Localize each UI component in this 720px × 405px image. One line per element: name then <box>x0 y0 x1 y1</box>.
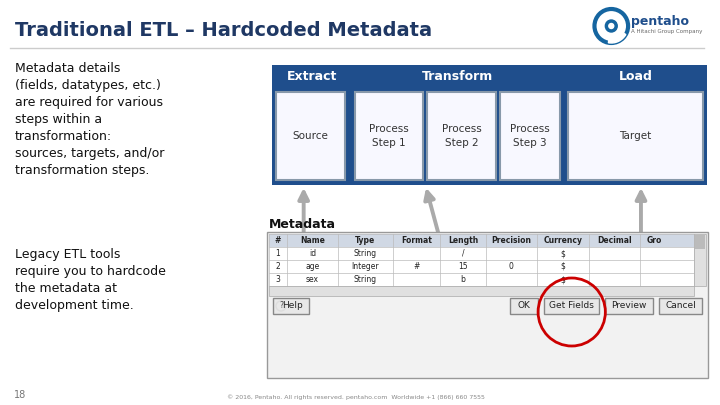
Text: Format: Format <box>401 236 432 245</box>
Bar <box>269 273 694 286</box>
Text: Legacy ETL tools: Legacy ETL tools <box>15 248 120 261</box>
Circle shape <box>609 23 613 28</box>
Bar <box>273 298 309 314</box>
Text: Target: Target <box>619 131 652 141</box>
Text: $: $ <box>560 262 565 271</box>
Text: Integer: Integer <box>351 262 379 271</box>
Text: development time.: development time. <box>15 299 134 312</box>
Text: b: b <box>461 275 465 284</box>
Text: Preview: Preview <box>611 301 647 311</box>
Text: Help: Help <box>282 301 303 311</box>
Wedge shape <box>608 32 626 43</box>
Bar <box>696 235 706 249</box>
Text: are required for various: are required for various <box>15 96 163 109</box>
Text: Gro: Gro <box>646 236 662 245</box>
Bar <box>269 234 694 247</box>
Text: Currency: Currency <box>544 236 582 245</box>
Text: 2: 2 <box>276 262 280 271</box>
Text: Precision: Precision <box>491 236 531 245</box>
Text: Process
Step 3: Process Step 3 <box>510 124 549 147</box>
Bar <box>544 298 600 314</box>
Text: String: String <box>354 249 377 258</box>
Bar <box>276 92 345 180</box>
Text: sources, targets, and/or: sources, targets, and/or <box>15 147 164 160</box>
Bar <box>500 92 560 180</box>
Text: Transform: Transform <box>422 70 493 83</box>
Text: $: $ <box>560 275 565 284</box>
Text: Metadata details: Metadata details <box>15 62 120 75</box>
Text: String: String <box>354 275 377 284</box>
Text: /: / <box>462 249 464 258</box>
Text: transformation steps.: transformation steps. <box>15 164 149 177</box>
Text: Process
Step 1: Process Step 1 <box>369 124 409 147</box>
Bar <box>606 298 653 314</box>
Text: the metadata at: the metadata at <box>15 282 117 295</box>
Bar <box>272 65 707 185</box>
Text: Traditional ETL – Hardcoded Metadata: Traditional ETL – Hardcoded Metadata <box>15 21 432 40</box>
Text: age: age <box>305 262 320 271</box>
Text: OK: OK <box>518 301 531 311</box>
Text: © 2016, Pentaho. All rights reserved. pentaho.com  Worldwide +1 (866) 660 7555: © 2016, Pentaho. All rights reserved. pe… <box>227 394 485 400</box>
Text: 18: 18 <box>14 390 26 400</box>
Bar <box>568 92 703 180</box>
Bar <box>659 298 702 314</box>
Circle shape <box>606 20 617 32</box>
Text: A Hitachi Group Company: A Hitachi Group Company <box>631 28 703 34</box>
Text: Name: Name <box>300 236 325 245</box>
Text: require you to hardcode: require you to hardcode <box>15 265 166 278</box>
Text: ?: ? <box>279 301 283 311</box>
Text: Process
Step 2: Process Step 2 <box>441 124 481 147</box>
Bar <box>269 286 694 296</box>
Bar <box>267 232 708 378</box>
Text: sex: sex <box>306 275 319 284</box>
Text: Get Fields: Get Fields <box>549 301 594 311</box>
Text: Metadata: Metadata <box>269 218 336 231</box>
Text: steps within a: steps within a <box>15 113 102 126</box>
Text: 15: 15 <box>458 262 468 271</box>
Text: 0: 0 <box>509 262 514 271</box>
Text: Decimal: Decimal <box>597 236 631 245</box>
Bar <box>510 298 538 314</box>
Bar <box>694 234 706 286</box>
Text: 1: 1 <box>276 249 280 258</box>
Bar <box>355 92 423 180</box>
Text: Cancel: Cancel <box>665 301 696 311</box>
Text: Extract: Extract <box>287 70 337 83</box>
Text: Source: Source <box>292 131 328 141</box>
Text: Type: Type <box>356 236 376 245</box>
Text: Load: Load <box>618 70 652 83</box>
Text: id: id <box>309 249 316 258</box>
Text: transformation:: transformation: <box>15 130 112 143</box>
Text: $: $ <box>560 249 565 258</box>
Text: #: # <box>275 236 281 245</box>
Text: #: # <box>413 262 420 271</box>
Text: (fields, datatypes, etc.): (fields, datatypes, etc.) <box>15 79 161 92</box>
Bar <box>269 260 694 273</box>
Text: 3: 3 <box>276 275 280 284</box>
Bar <box>427 92 495 180</box>
Text: Length: Length <box>448 236 478 245</box>
Text: pentaho: pentaho <box>631 15 689 28</box>
Bar <box>269 247 694 260</box>
